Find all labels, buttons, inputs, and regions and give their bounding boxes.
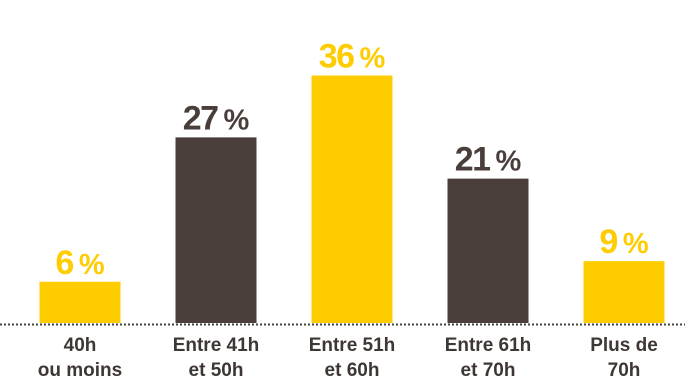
category-label-0: 40h ou moins xyxy=(38,335,122,381)
value-labels-group: 6 % 27 % 36 % 21 % 9% xyxy=(55,38,648,282)
bar-3 xyxy=(447,178,529,323)
value-label-4: 9% xyxy=(599,223,648,261)
category-label-3: Entre 61h et 70h xyxy=(445,335,532,381)
bar-4 xyxy=(583,261,665,323)
value-label-0: 6% xyxy=(55,244,104,282)
category-label-4: Plus de 70h xyxy=(590,335,658,381)
bar-1 xyxy=(175,137,257,323)
bars-group xyxy=(39,75,665,323)
value-label-2: 36% xyxy=(319,38,386,76)
bar-2 xyxy=(311,75,393,323)
category-label-1: Entre 41h et 50h xyxy=(173,335,260,381)
value-label-3: 21% xyxy=(455,141,522,179)
bar-0 xyxy=(39,281,121,323)
value-label-1: 27% xyxy=(183,99,250,137)
category-labels-group: 40h ou moins Entre 41h et 50h Entre 51h et 60… xyxy=(38,335,658,381)
category-label-2: Entre 51h et 60h xyxy=(309,335,396,381)
